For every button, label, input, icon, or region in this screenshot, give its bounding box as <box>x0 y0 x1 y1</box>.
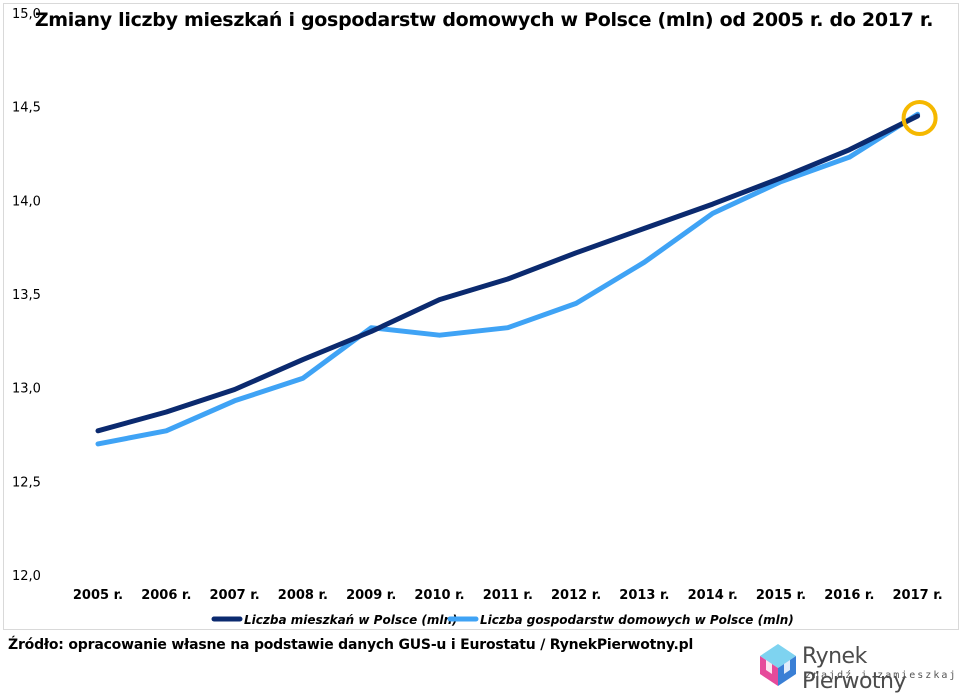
source-note: Źródło: opracowanie własne na podstawie … <box>8 637 694 653</box>
line-chart: Zmiany liczby mieszkań i gospodarstw dom… <box>12 7 943 627</box>
x-tick-label: 2007 r. <box>209 588 259 603</box>
series-line-1 <box>95 113 921 434</box>
legend-label-1: Liczba mieszkań w Polsce (mln) <box>244 613 458 627</box>
house-logo-icon <box>760 644 796 686</box>
x-tick-label: 2017 r. <box>892 588 942 603</box>
x-tick-label: 2011 r. <box>483 588 533 603</box>
y-tick-label: 13,0 <box>12 382 41 397</box>
x-tick-label: 2008 r. <box>278 588 328 603</box>
y-tick-label: 12,5 <box>12 475 41 490</box>
logo-tagline: znajdź i zamieszkaj <box>805 670 958 681</box>
y-tick-label: 15,0 <box>12 7 41 22</box>
chart-frame <box>3 3 959 630</box>
series-line-2 <box>95 111 921 447</box>
y-tick-label: 14,0 <box>12 194 41 209</box>
x-tick-label: 2014 r. <box>688 588 738 603</box>
y-tick-label: 14,5 <box>12 101 41 116</box>
legend-label-2: Liczba gospodarstw domowych w Polsce (ml… <box>480 613 794 627</box>
x-tick-label: 2016 r. <box>824 588 874 603</box>
logo-name: Rynek Pierwotny <box>802 644 907 694</box>
x-tick-label: 2009 r. <box>346 588 396 603</box>
x-tick-label: 2010 r. <box>414 588 464 603</box>
y-tick-label: 12,0 <box>12 569 41 584</box>
y-tick-label: 13,5 <box>12 288 41 303</box>
rynek-pierwotny-logo[interactable]: Rynek Pierwotny znajdź i zamieszkaj <box>758 640 958 694</box>
x-tick-label: 2015 r. <box>756 588 806 603</box>
highlight-circle <box>901 100 938 137</box>
chart-title: Zmiany liczby mieszkań i gospodarstw dom… <box>35 9 933 31</box>
x-tick-label: 2013 r. <box>619 588 669 603</box>
x-tick-label: 2012 r. <box>551 588 601 603</box>
x-tick-label: 2006 r. <box>141 588 191 603</box>
x-tick-label: 2005 r. <box>73 588 123 603</box>
